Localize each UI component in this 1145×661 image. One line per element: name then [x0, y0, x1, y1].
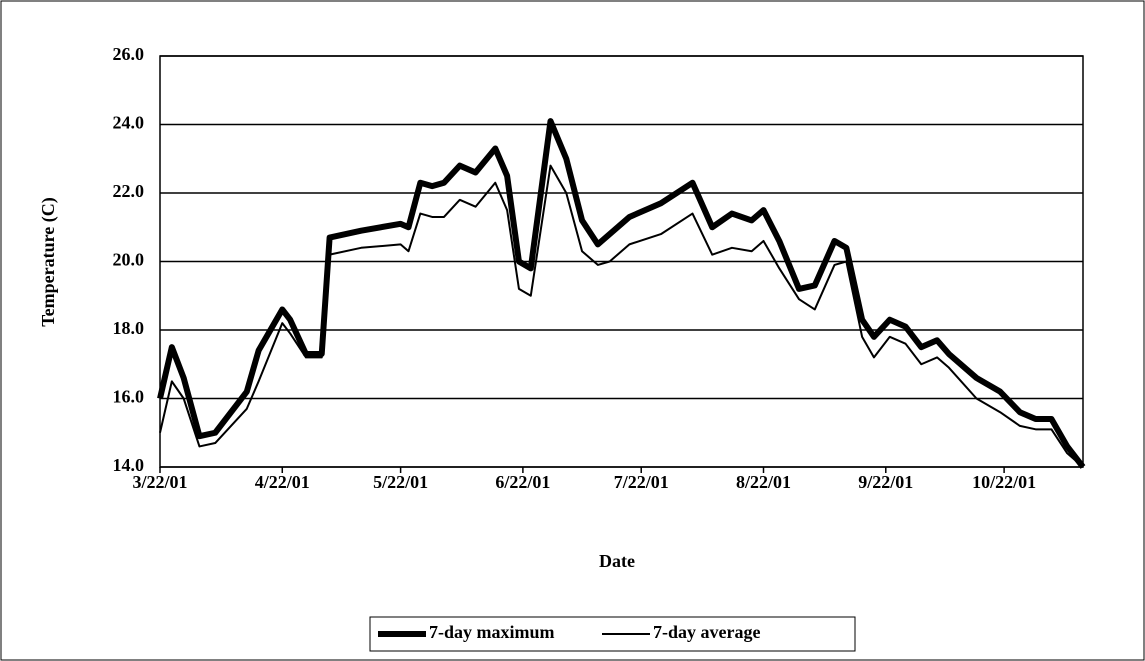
x-tick-label: 10/22/01 [972, 472, 1036, 492]
x-axis-label: Date [599, 551, 635, 571]
legend-label: 7-day average [653, 622, 760, 642]
y-tick-label: 14.0 [113, 455, 145, 475]
y-tick-label: 18.0 [113, 318, 145, 338]
x-tick-label: 7/22/01 [614, 472, 669, 492]
x-tick-label: 3/22/01 [132, 472, 187, 492]
y-tick-label: 16.0 [113, 387, 145, 407]
x-tick-label: 9/22/01 [858, 472, 913, 492]
x-tick-label: 8/22/01 [736, 472, 791, 492]
y-tick-label: 22.0 [113, 181, 145, 201]
series-line [157, 118, 1086, 469]
x-tick-label: 5/22/01 [373, 472, 428, 492]
y-axis-label: Temperature (C) [38, 197, 59, 326]
x-tick-label: 4/22/01 [255, 472, 310, 492]
legend-label: 7-day maximum [429, 622, 555, 642]
y-tick-label: 26.0 [113, 44, 145, 64]
x-tick-label: 6/22/01 [495, 472, 550, 492]
y-tick-label: 24.0 [113, 113, 145, 133]
series-line [159, 164, 1084, 468]
plot-area [159, 55, 1084, 468]
y-tick-label: 20.0 [113, 250, 145, 270]
